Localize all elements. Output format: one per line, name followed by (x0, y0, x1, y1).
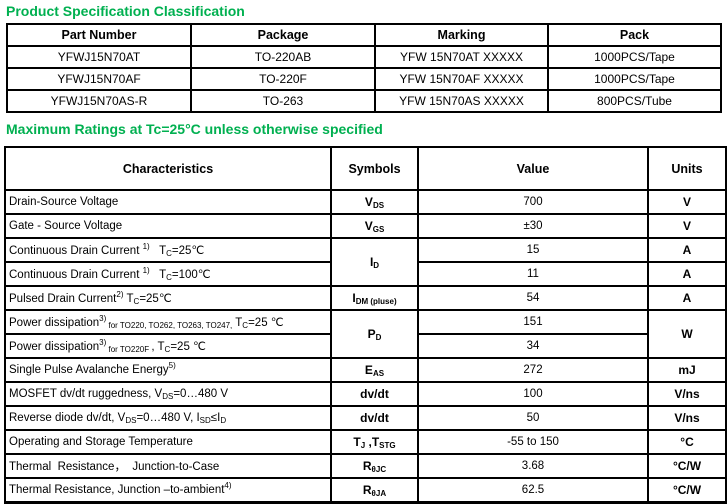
table-row: Power dissipation3) for TO220F , TC=25 ℃… (4, 333, 726, 359)
value-cell: 54 (417, 285, 649, 311)
units-cell: °C/W (647, 453, 727, 479)
symbol-cell: ID (330, 237, 419, 287)
value-cell: 3.68 (417, 453, 649, 479)
units-cell: W (647, 309, 727, 359)
units-cell: °C (647, 429, 727, 455)
units-cell: A (647, 285, 727, 311)
units-cell: mJ (647, 357, 727, 383)
symbol-cell: VDS (330, 189, 419, 215)
characteristic-cell: Power dissipation3) for TO220F , TC=25 ℃ (4, 333, 332, 359)
marking-cell: YFW 15N70AS XXXXX (374, 89, 549, 113)
value-cell: 62.5 (417, 477, 649, 503)
units-cell: V (647, 213, 727, 239)
units-cell: °C/W (647, 477, 727, 503)
symbol-cell: EAS (330, 357, 419, 383)
value-cell: 700 (417, 189, 649, 215)
symbol-cell: RθJA (330, 477, 419, 503)
table-row: Single Pulse Avalanche Energy5) EAS 272 … (4, 357, 727, 383)
characteristic-cell: Gate - Source Voltage (4, 213, 332, 239)
table-header-row: Characteristics Symbols Value Units (4, 146, 727, 191)
part-number-cell: YFWJ15N70AF (6, 67, 192, 91)
units-cell: A (647, 237, 727, 263)
characteristic-cell: Pulsed Drain Current2) TC=25℃ (4, 285, 332, 311)
characteristic-cell: Drain-Source Voltage (4, 189, 332, 215)
characteristic-cell: Continuous Drain Current 1) TC=25℃ (4, 237, 332, 263)
table-row: Thermal Resistance, Junction –to-ambient… (4, 477, 727, 503)
column-header-value: Value (417, 146, 649, 191)
table-row: YFWJ15N70AF TO-220F YFW 15N70AF XXXXX 10… (6, 67, 722, 91)
table-row: Gate - Source Voltage VGS ±30 V (4, 213, 727, 239)
symbol-cell: PD (330, 309, 419, 359)
pack-cell: 800PCS/Tube (547, 89, 722, 113)
column-header-marking: Marking (374, 23, 549, 47)
table-row: YFWJ15N70AS-R TO-263 YFW 15N70AS XXXXX 8… (6, 89, 722, 113)
symbol-cell: dv/dt (330, 381, 419, 407)
column-header-units: Units (647, 146, 727, 191)
units-cell: A (647, 261, 727, 287)
package-cell: TO-263 (190, 89, 376, 113)
column-header-package: Package (190, 23, 376, 47)
value-cell: 34 (417, 333, 649, 359)
characteristic-cell: Reverse diode dv/dt, VDS=0…480 V, ISD≤ID (4, 405, 332, 431)
characteristic-cell: Thermal Resistance， Junction-to-Case (4, 453, 332, 479)
product-classification-table: Part Number Package Marking Pack YFWJ15N… (6, 23, 722, 113)
characteristic-cell: MOSFET dv/dt ruggedness, VDS=0…480 V (4, 381, 332, 407)
table-row: MOSFET dv/dt ruggedness, VDS=0…480 V dv/… (4, 381, 727, 407)
value-cell: 151 (417, 309, 649, 335)
characteristic-cell: Single Pulse Avalanche Energy5) (4, 357, 332, 383)
column-header-characteristics: Characteristics (4, 146, 332, 191)
package-cell: TO-220AB (190, 45, 376, 69)
value-cell: 15 (417, 237, 649, 263)
table-row: YFWJ15N70AT TO-220AB YFW 15N70AT XXXXX 1… (6, 45, 722, 69)
characteristic-cell: Operating and Storage Temperature (4, 429, 332, 455)
marking-cell: YFW 15N70AT XXXXX (374, 45, 549, 69)
section-title-product-classification: Product Specification Classification (6, 3, 245, 19)
column-header-symbols: Symbols (330, 146, 419, 191)
characteristic-cell: Thermal Resistance, Junction –to-ambient… (4, 477, 332, 503)
part-number-cell: YFWJ15N70AS-R (6, 89, 192, 113)
units-cell: V/ns (647, 405, 727, 431)
maximum-ratings-table: Characteristics Symbols Value Units Drai… (4, 146, 727, 504)
table-row: Reverse diode dv/dt, VDS=0…480 V, ISD≤ID… (4, 405, 727, 431)
marking-cell: YFW 15N70AF XXXXX (374, 67, 549, 91)
pack-cell: 1000PCS/Tape (547, 67, 722, 91)
column-header-pack: Pack (547, 23, 722, 47)
table-row: Power dissipation3) for TO220, TO262, TO… (4, 309, 727, 359)
symbol-cell: TJ ,TSTG (330, 429, 419, 455)
part-number-cell: YFWJ15N70AT (6, 45, 192, 69)
table-row: Pulsed Drain Current2) TC=25℃ IDM (pluse… (4, 285, 727, 311)
table-row: Thermal Resistance， Junction-to-Case RθJ… (4, 453, 727, 479)
characteristic-cell: Power dissipation3) for TO220, TO262, TO… (4, 309, 332, 335)
pack-cell: 1000PCS/Tape (547, 45, 722, 69)
value-cell: 100 (417, 381, 649, 407)
package-cell: TO-220F (190, 67, 376, 91)
units-cell: V (647, 189, 727, 215)
section-title-maximum-ratings: Maximum Ratings at Tc=25°C unless otherw… (6, 121, 383, 137)
characteristic-cell: Continuous Drain Current 1) TC=100℃ (4, 261, 332, 287)
table-row: Operating and Storage Temperature TJ ,TS… (4, 429, 727, 455)
symbol-cell: dv/dt (330, 405, 419, 431)
table-header-row: Part Number Package Marking Pack (6, 23, 722, 47)
symbol-cell: VGS (330, 213, 419, 239)
value-cell: 11 (417, 261, 649, 287)
value-cell: ±30 (417, 213, 649, 239)
value-cell: -55 to 150 (417, 429, 649, 455)
symbol-cell: IDM (pluse) (330, 285, 419, 311)
value-cell: 272 (417, 357, 649, 383)
symbol-cell: RθJC (330, 453, 419, 479)
column-header-part-number: Part Number (6, 23, 192, 47)
value-cell: 50 (417, 405, 649, 431)
table-row: Continuous Drain Current 1) TC=25℃ ID 15… (4, 237, 727, 287)
units-cell: V/ns (647, 381, 727, 407)
table-row: Continuous Drain Current 1) TC=100℃ 11 A (4, 261, 727, 287)
table-row: Drain-Source Voltage VDS 700 V (4, 189, 727, 215)
